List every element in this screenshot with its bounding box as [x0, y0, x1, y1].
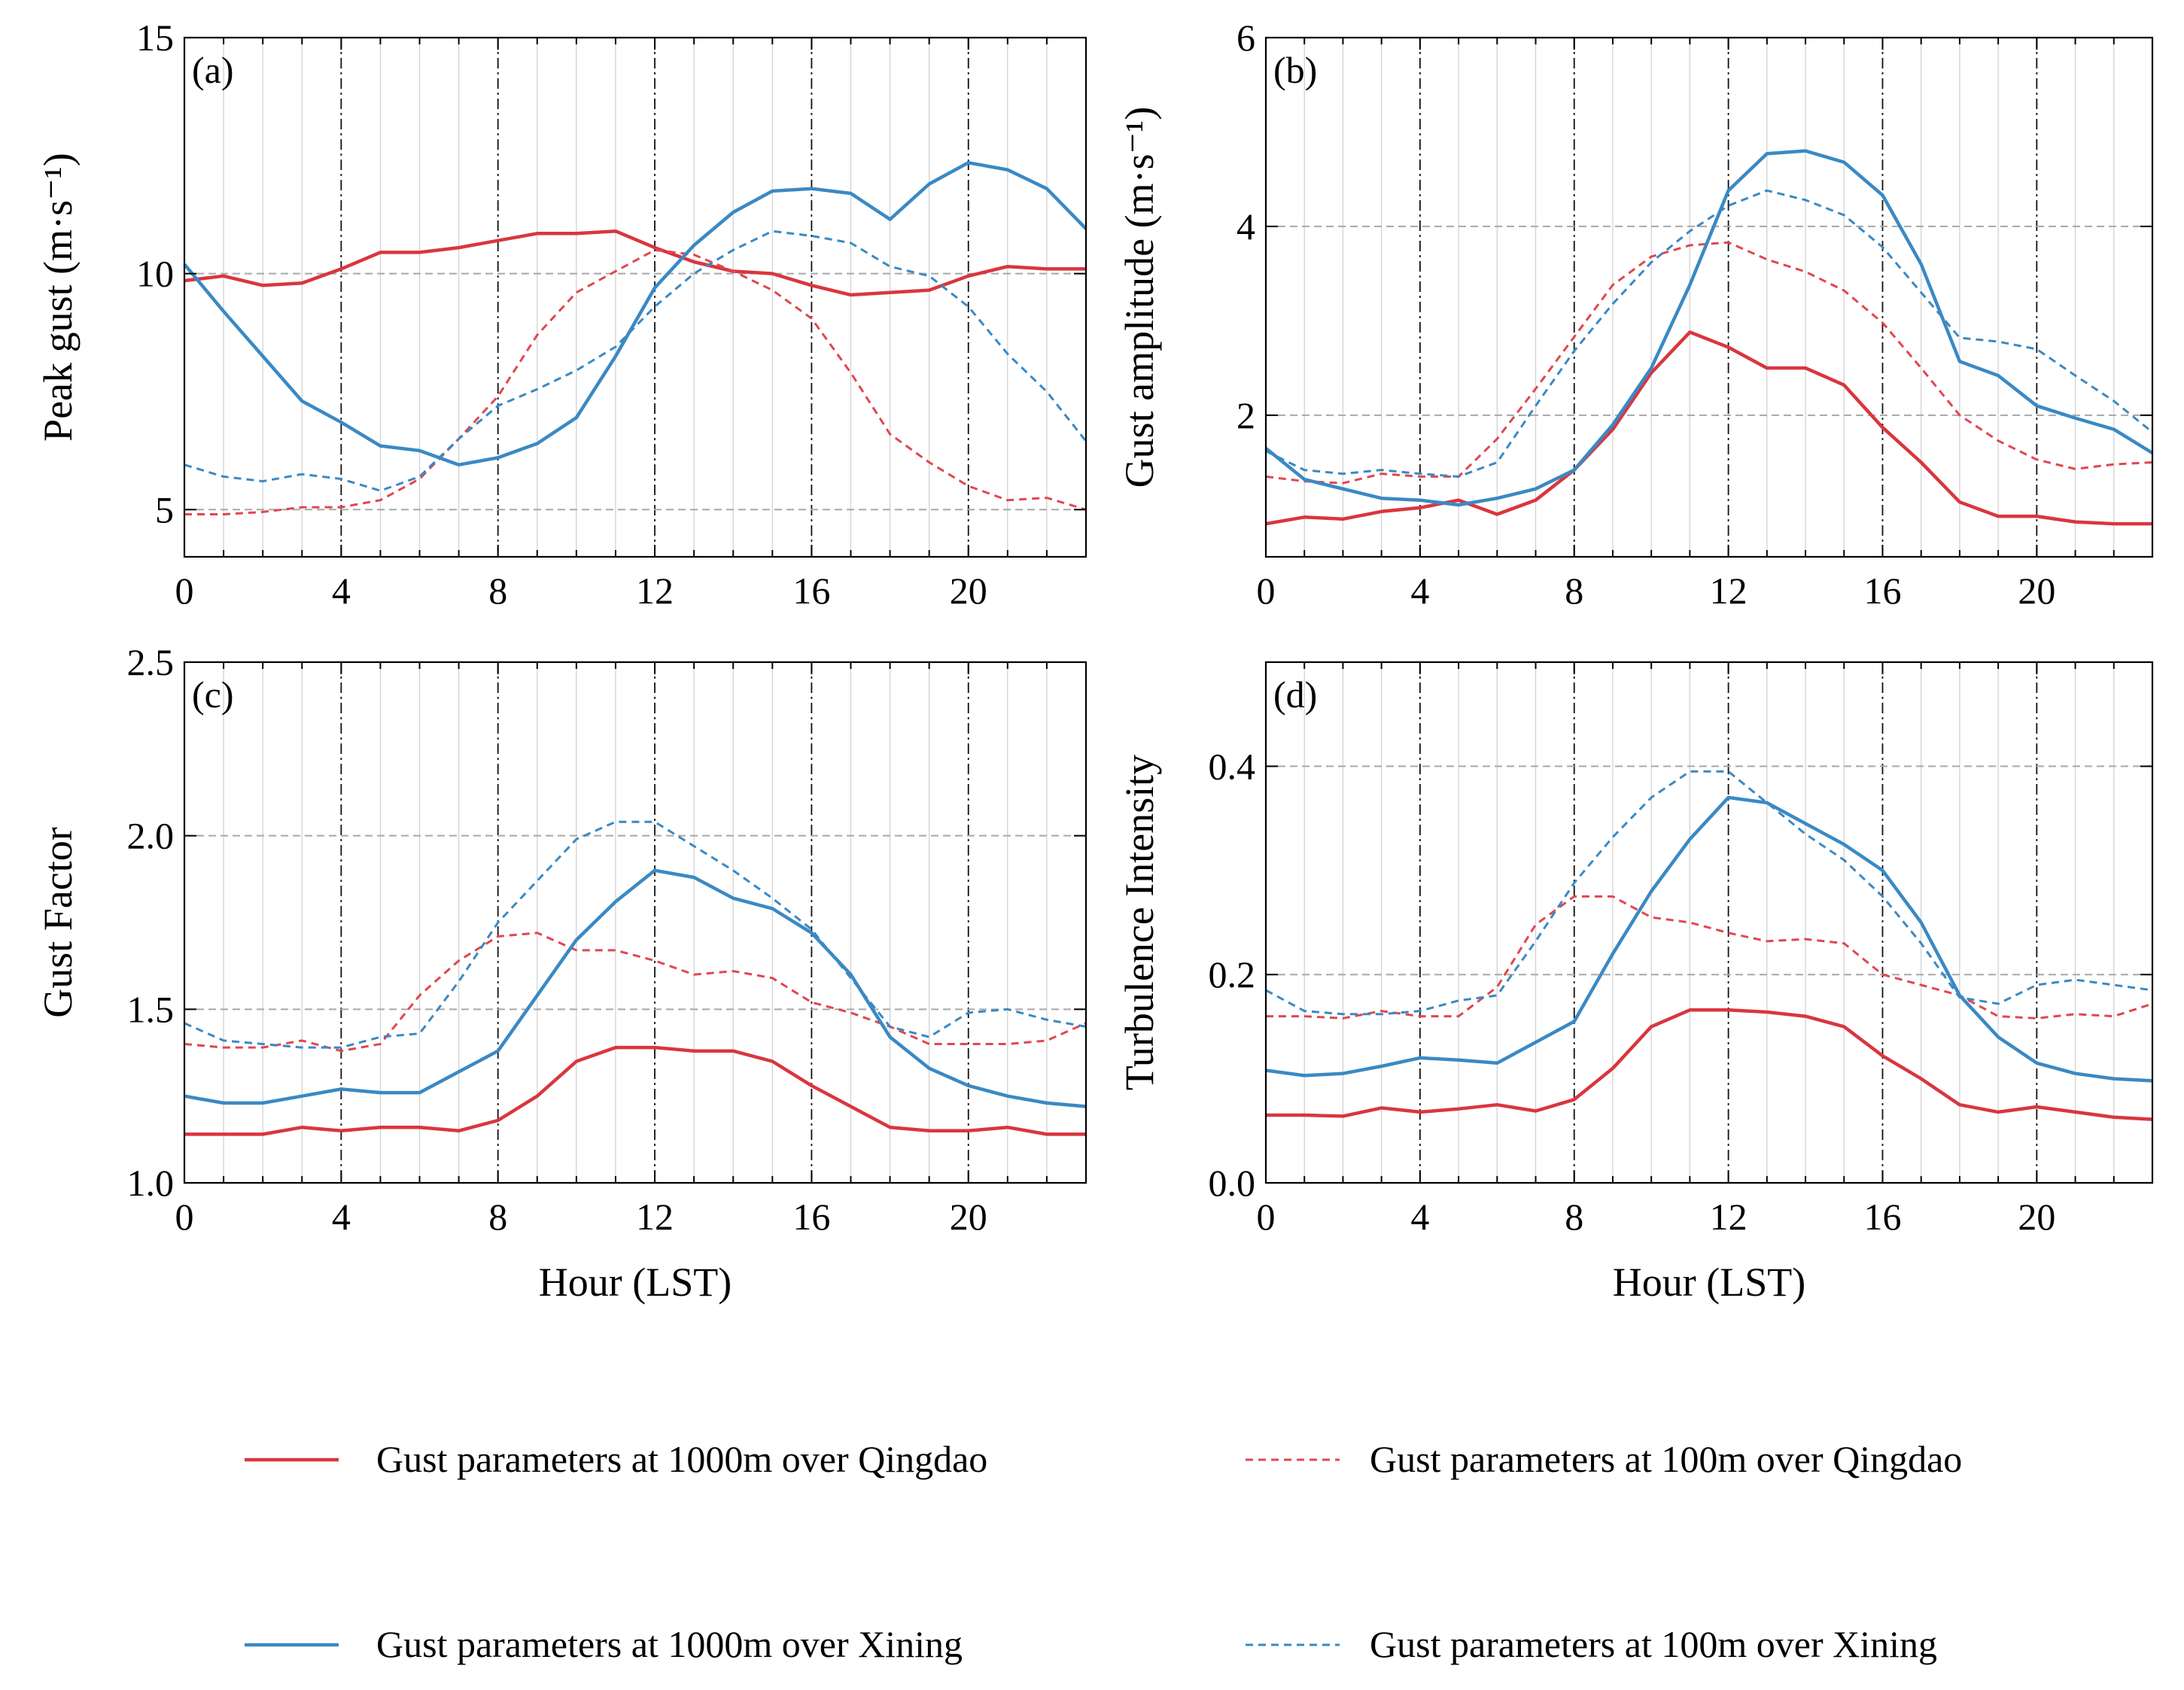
- series-group: [1264, 149, 2154, 526]
- x-tick-label: 16: [792, 1196, 830, 1238]
- plot-frame: [183, 36, 1087, 558]
- series-qingdao-1000m: [184, 229, 1086, 297]
- x-tick-label: 20: [2018, 1196, 2055, 1238]
- series-xining-1000m: [1264, 149, 2154, 507]
- y-axis-label: Turbulence Intensity: [1117, 755, 1162, 1090]
- y-tick-label: 2.0: [127, 815, 175, 857]
- y-tick-label: 1.0: [127, 1162, 175, 1204]
- plot-frame: [1264, 661, 2154, 1184]
- y-tick-label: 0.0: [1209, 1162, 1256, 1204]
- y-tick-label: 2: [1236, 394, 1255, 436]
- plot-frame: [183, 661, 1087, 1184]
- legend: Gust parameters at 1000m over Qingdao Gu…: [245, 1438, 1962, 1665]
- series-group: [1265, 770, 2153, 1121]
- x-tick-label: 20: [2018, 570, 2055, 612]
- x-tick-label: 16: [1863, 570, 1901, 612]
- x-tick-label: 16: [1863, 1196, 1901, 1238]
- x-tick-label: 12: [1710, 570, 1748, 612]
- panel-a: 0 4 8 12 16 20 5 10 15 (a) Peak gust (m·s⁻¹): [35, 17, 1087, 612]
- y-axis-label: Gust amplitude (m·s⁻¹): [1117, 107, 1162, 488]
- y-tick-label: 1.5: [127, 988, 175, 1030]
- series-xining-1000m: [184, 868, 1087, 1108]
- x-tick-label: 8: [1565, 1196, 1583, 1238]
- panel-label: (c): [192, 673, 234, 716]
- series-xining-1000m: [183, 160, 1087, 467]
- series-group: [184, 820, 1087, 1136]
- x-tick-label: 12: [636, 570, 674, 612]
- x-tick-label: 16: [792, 570, 830, 612]
- series-xining-100m: [184, 229, 1087, 492]
- series-xining-100m: [1265, 770, 2153, 1016]
- x-tick-label: 0: [1257, 1196, 1276, 1238]
- y-tick-label: 2.5: [127, 641, 175, 683]
- legend-label-xining-100m: Gust parameters at 100m over Xining: [1370, 1623, 1937, 1665]
- series-qingdao-100m: [184, 932, 1087, 1053]
- series-qingdao-100m: [1265, 241, 2153, 485]
- plot-frame: [1264, 36, 2154, 558]
- legend-label-qingdao-1000m: Gust parameters at 1000m over Qingdao: [376, 1438, 987, 1480]
- x-tick-label: 12: [1710, 1196, 1748, 1238]
- x-tick-label: 8: [1565, 570, 1583, 612]
- x-tick-label: 20: [950, 570, 987, 612]
- panel-label: (a): [192, 49, 234, 91]
- legend-label-xining-1000m: Gust parameters at 1000m over Xining: [376, 1623, 963, 1665]
- y-tick-label: 0.4: [1209, 745, 1256, 787]
- panel-label: (d): [1273, 673, 1317, 716]
- y-tick-label: 10: [136, 253, 174, 295]
- series-xining-100m: [184, 820, 1087, 1049]
- legend-label-qingdao-100m: Gust parameters at 100m over Qingdao: [1370, 1438, 1962, 1480]
- x-tick-label: 8: [488, 1196, 507, 1238]
- series-qingdao-100m: [1266, 895, 2153, 1020]
- x-tick-label: 8: [488, 570, 507, 612]
- x-tick-label: 0: [175, 1196, 194, 1238]
- x-axis-label: Hour (LST): [1613, 1260, 1805, 1305]
- x-tick-label: 4: [332, 570, 351, 612]
- y-axis-label: Peak gust (m·s⁻¹): [35, 153, 81, 442]
- panel-c: 0 4 8 12 16 20 1.0 1.5 2.0 2.5 (c) Gust Factor Hour …: [35, 641, 1087, 1305]
- x-tick-label: 0: [175, 570, 194, 612]
- x-tick-label: 4: [1410, 570, 1429, 612]
- series-xining-100m: [1265, 189, 2153, 478]
- x-tick-label: 20: [950, 1196, 987, 1238]
- y-axis-label: Gust Factor: [35, 827, 81, 1017]
- x-tick-label: 0: [1257, 570, 1276, 612]
- series-xining-1000m: [1265, 795, 2153, 1083]
- y-tick-label: 0.2: [1209, 953, 1256, 995]
- y-tick-label: 5: [155, 488, 174, 530]
- y-tick-label: 4: [1236, 205, 1255, 248]
- y-tick-label: 15: [136, 17, 174, 59]
- series-qingdao-1000m: [184, 1045, 1086, 1136]
- series-qingdao-100m: [184, 248, 1087, 515]
- series-group: [183, 160, 1087, 515]
- panel-d: 0 4 8 12 16 20 0.0 0.2 0.4 (d) Turbulence Intensit…: [1117, 661, 2154, 1305]
- x-tick-label: 4: [332, 1196, 351, 1238]
- x-axis-label: Hour (LST): [539, 1260, 732, 1305]
- series-qingdao-1000m: [1266, 1008, 2153, 1121]
- x-tick-label: 12: [636, 1196, 674, 1238]
- x-tick-label: 4: [1410, 1196, 1429, 1238]
- panel-label: (b): [1273, 49, 1317, 91]
- y-tick-label: 6: [1236, 17, 1255, 59]
- series-qingdao-1000m: [1265, 330, 2152, 526]
